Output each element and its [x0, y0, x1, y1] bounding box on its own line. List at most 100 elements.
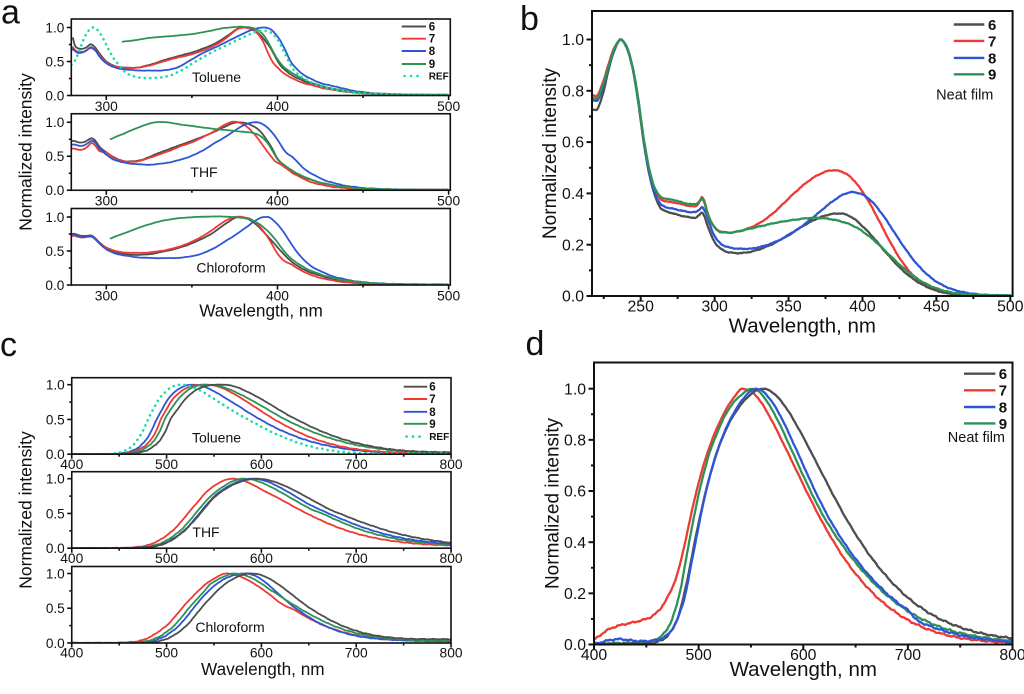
svg-text:800: 800 [999, 647, 1024, 664]
svg-text:300: 300 [95, 194, 118, 209]
svg-text:1.0: 1.0 [46, 378, 65, 393]
svg-text:0.5: 0.5 [45, 54, 64, 69]
svg-text:500: 500 [437, 194, 460, 209]
svg-text:Normalized intensity: Normalized intensity [16, 73, 36, 231]
svg-text:450: 450 [923, 298, 950, 315]
svg-text:b: b [520, 0, 539, 38]
svg-text:Neat film: Neat film [948, 430, 1005, 446]
svg-text:0.4: 0.4 [564, 535, 586, 552]
svg-text:Toluene: Toluene [192, 69, 241, 85]
svg-text:1.0: 1.0 [45, 20, 64, 35]
svg-text:Wavelength, nm: Wavelength, nm [729, 315, 876, 338]
svg-text:c: c [0, 326, 17, 364]
svg-text:700: 700 [895, 647, 922, 664]
svg-text:8: 8 [429, 407, 436, 419]
svg-text:250: 250 [628, 298, 655, 315]
svg-text:Toluene: Toluene [192, 430, 241, 446]
svg-text:d: d [526, 325, 545, 363]
svg-text:400: 400 [60, 646, 83, 661]
svg-text:800: 800 [440, 457, 463, 472]
svg-text:9: 9 [988, 67, 996, 84]
svg-text:8: 8 [988, 50, 996, 67]
svg-text:7: 7 [429, 394, 435, 406]
svg-text:300: 300 [95, 288, 118, 303]
svg-text:700: 700 [345, 457, 368, 472]
svg-text:600: 600 [790, 647, 817, 664]
svg-text:500: 500 [685, 647, 712, 664]
svg-text:0.8: 0.8 [564, 432, 586, 449]
svg-text:1.0: 1.0 [562, 32, 584, 49]
svg-text:400: 400 [266, 194, 289, 209]
svg-text:a: a [1, 0, 20, 32]
svg-text:6: 6 [999, 366, 1007, 383]
svg-text:Wavelength, nm: Wavelength, nm [201, 659, 325, 679]
svg-text:1.0: 1.0 [46, 472, 65, 487]
svg-text:1.0: 1.0 [45, 210, 64, 225]
svg-text:Chloroform: Chloroform [196, 260, 265, 276]
svg-text:500: 500 [437, 288, 460, 303]
svg-text:0.0: 0.0 [564, 637, 586, 654]
svg-text:0.0: 0.0 [562, 289, 584, 306]
svg-text:0.0: 0.0 [45, 278, 64, 293]
svg-text:400: 400 [266, 99, 289, 114]
svg-text:6: 6 [429, 382, 435, 394]
svg-text:0.5: 0.5 [46, 506, 65, 521]
svg-text:0.5: 0.5 [46, 412, 65, 427]
svg-text:7: 7 [429, 34, 435, 46]
svg-text:Wavelength, nm: Wavelength, nm [730, 658, 877, 681]
svg-text:600: 600 [250, 551, 273, 566]
svg-text:350: 350 [775, 298, 802, 315]
svg-text:0.6: 0.6 [562, 135, 584, 152]
svg-text:500: 500 [437, 99, 460, 114]
svg-text:8: 8 [429, 46, 436, 58]
svg-text:Normalized intensity: Normalized intensity [540, 67, 561, 239]
svg-text:0.0: 0.0 [46, 636, 65, 651]
svg-text:0.0: 0.0 [46, 447, 65, 462]
svg-text:300: 300 [701, 298, 728, 315]
svg-text:THF: THF [190, 164, 217, 180]
svg-text:0.2: 0.2 [564, 586, 586, 603]
svg-text:500: 500 [155, 646, 178, 661]
svg-text:400: 400 [581, 647, 608, 664]
svg-text:9: 9 [999, 416, 1007, 433]
svg-text:Normalized intensity: Normalized intensity [16, 431, 36, 589]
svg-text:400: 400 [60, 551, 83, 566]
svg-text:800: 800 [440, 551, 463, 566]
svg-text:7: 7 [988, 33, 996, 50]
svg-text:800: 800 [440, 646, 463, 661]
svg-text:0.0: 0.0 [45, 88, 64, 103]
svg-text:700: 700 [345, 646, 368, 661]
svg-text:500: 500 [155, 457, 178, 472]
svg-text:0.5: 0.5 [46, 601, 65, 616]
svg-text:Chloroform: Chloroform [195, 619, 264, 635]
svg-text:0.0: 0.0 [46, 541, 65, 556]
svg-text:0.5: 0.5 [45, 244, 64, 259]
svg-text:8: 8 [999, 399, 1007, 416]
svg-text:1.0: 1.0 [46, 566, 65, 581]
svg-text:500: 500 [155, 551, 178, 566]
svg-text:9: 9 [429, 419, 435, 431]
svg-text:Neat film: Neat film [936, 88, 993, 104]
svg-text:Wavelength, nm: Wavelength, nm [199, 301, 323, 321]
svg-text:Normalized intensity: Normalized intensity [543, 417, 564, 589]
svg-text:1.0: 1.0 [564, 381, 586, 398]
svg-text:9: 9 [429, 59, 435, 71]
svg-text:400: 400 [266, 288, 289, 303]
svg-text:6: 6 [429, 22, 435, 34]
svg-text:0.5: 0.5 [45, 149, 64, 164]
svg-text:REF: REF [429, 72, 449, 83]
svg-text:600: 600 [250, 646, 273, 661]
svg-text:REF: REF [429, 432, 449, 443]
svg-text:1.0: 1.0 [45, 115, 64, 130]
svg-text:0.6: 0.6 [564, 484, 586, 501]
svg-text:6: 6 [988, 17, 996, 34]
svg-text:300: 300 [95, 99, 118, 114]
svg-text:0.4: 0.4 [562, 186, 584, 203]
svg-text:0.8: 0.8 [562, 83, 584, 100]
svg-text:400: 400 [849, 298, 876, 315]
svg-text:700: 700 [345, 551, 368, 566]
svg-text:600: 600 [250, 457, 273, 472]
svg-text:7: 7 [999, 383, 1007, 400]
svg-text:THF: THF [192, 524, 219, 540]
svg-text:400: 400 [60, 457, 83, 472]
